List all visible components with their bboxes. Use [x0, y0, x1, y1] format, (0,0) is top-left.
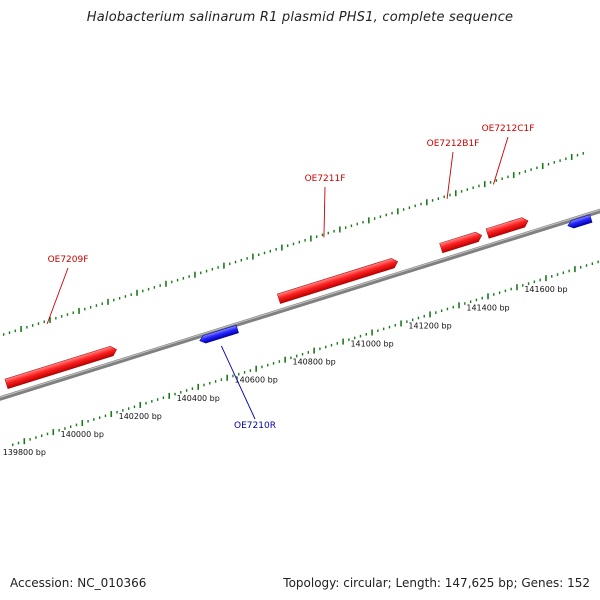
gene-label: OE7212C1F [482, 124, 535, 134]
ruler-label: 141400 bp [466, 303, 509, 312]
ruler-label: 141200 bp [408, 321, 451, 330]
gene-oe7209f[interactable] [4, 345, 118, 390]
gene-oe7212c1f[interactable] [485, 216, 530, 239]
ruler-label: 140800 bp [292, 358, 335, 367]
gene-oe7212b1f[interactable] [439, 231, 484, 254]
forward-gene-arrow[interactable] [439, 231, 484, 254]
ruler-label: 140200 bp [119, 412, 162, 421]
reverse-gene-arrow[interactable] [199, 324, 239, 344]
dna-backbone [0, 208, 600, 401]
ruler-label: 140000 bp [61, 430, 104, 439]
ruler-label: 140600 bp [235, 376, 278, 385]
accession-text: Accession: NC_010366 [10, 576, 147, 590]
gene-label: OE7210R [234, 421, 276, 431]
gene-layer [4, 214, 593, 390]
forward-gene-arrow[interactable] [485, 216, 530, 239]
gene-label: OE7211F [305, 174, 346, 184]
dna-backbone-highlight [0, 209, 600, 398]
gene-label: OE7212B1F [427, 139, 480, 149]
reverse-gene-arrow[interactable] [567, 214, 593, 230]
forward-gene-arrow[interactable] [4, 345, 118, 390]
topology-text: Topology: circular; Length: 147,625 bp; … [283, 576, 590, 590]
forward-gene-arrow[interactable] [277, 257, 399, 304]
ruler-label: 140400 bp [177, 394, 220, 403]
gene-label-leader [446, 151, 454, 199]
gene-unlabeled[interactable] [567, 214, 593, 230]
gene-oe7211f[interactable] [277, 257, 399, 304]
ruler-label: 139800 bp [3, 448, 46, 457]
gene-label-leader [46, 267, 69, 325]
backbone-layer [0, 208, 600, 401]
gene-label-leader [220, 345, 256, 420]
ruler-label: 141600 bp [524, 285, 567, 294]
map-title: Halobacterium salinarum R1 plasmid PHS1,… [86, 10, 514, 25]
ruler-label: 141000 bp [350, 340, 393, 349]
label-layer: 139800 bp 140000 bp 140200 bp 140400 bp 1406… [3, 124, 568, 457]
gene-label-leader [493, 136, 509, 185]
tick-layer [2, 152, 599, 447]
gene-label-leader [323, 186, 326, 238]
gene-label: OE7209F [48, 255, 89, 265]
gene-oe7210r[interactable] [199, 324, 239, 344]
